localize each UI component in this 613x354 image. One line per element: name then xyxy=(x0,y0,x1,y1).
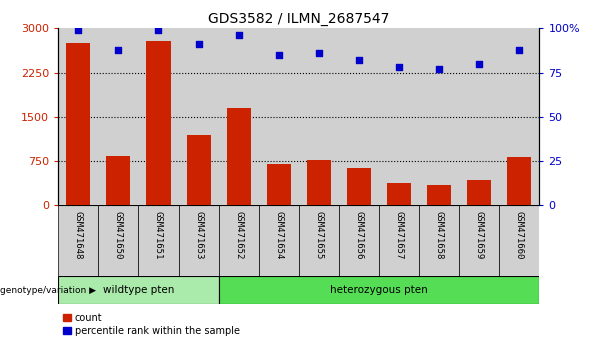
Bar xyxy=(339,28,379,205)
Bar xyxy=(500,28,539,205)
Bar xyxy=(178,205,219,276)
Bar xyxy=(186,135,211,205)
Bar xyxy=(379,205,419,276)
Text: GSM471657: GSM471657 xyxy=(395,211,403,259)
Bar xyxy=(219,276,539,304)
Bar xyxy=(347,167,371,205)
Bar xyxy=(339,205,379,276)
Bar xyxy=(299,205,339,276)
Point xyxy=(474,61,484,67)
Text: GSM471658: GSM471658 xyxy=(435,211,444,259)
Bar xyxy=(259,205,299,276)
Bar xyxy=(459,205,500,276)
Point xyxy=(234,33,243,38)
Bar xyxy=(66,43,90,205)
Title: GDS3582 / ILMN_2687547: GDS3582 / ILMN_2687547 xyxy=(208,12,389,26)
Text: GSM471655: GSM471655 xyxy=(314,211,324,259)
Bar xyxy=(427,185,451,205)
Bar xyxy=(500,205,539,276)
Text: GSM471648: GSM471648 xyxy=(74,211,83,259)
Bar xyxy=(387,183,411,205)
Text: GSM471654: GSM471654 xyxy=(274,211,283,259)
Bar xyxy=(267,164,291,205)
Point xyxy=(514,47,524,52)
Text: GSM471652: GSM471652 xyxy=(234,211,243,259)
Point xyxy=(113,47,123,52)
Bar xyxy=(147,41,170,205)
Bar xyxy=(139,28,178,205)
Bar xyxy=(58,276,219,304)
Text: GSM471651: GSM471651 xyxy=(154,211,163,259)
Point xyxy=(434,66,444,72)
Point xyxy=(394,64,404,70)
Point xyxy=(74,27,83,33)
Point xyxy=(194,41,204,47)
Legend: count, percentile rank within the sample: count, percentile rank within the sample xyxy=(63,313,240,336)
Bar xyxy=(419,28,459,205)
Bar xyxy=(299,28,339,205)
Text: wildtype pten: wildtype pten xyxy=(103,285,174,295)
Bar xyxy=(227,108,251,205)
Bar xyxy=(98,205,139,276)
Bar xyxy=(107,156,131,205)
Point xyxy=(354,57,364,63)
Bar xyxy=(467,180,492,205)
Text: genotype/variation ▶: genotype/variation ▶ xyxy=(0,286,96,295)
Text: GSM471650: GSM471650 xyxy=(114,211,123,259)
Bar xyxy=(508,157,531,205)
Bar xyxy=(307,160,331,205)
Text: GSM471659: GSM471659 xyxy=(475,211,484,259)
Bar xyxy=(58,205,98,276)
Point xyxy=(154,27,164,33)
Bar xyxy=(139,205,178,276)
Bar xyxy=(259,28,299,205)
Bar xyxy=(219,205,259,276)
Text: GSM471653: GSM471653 xyxy=(194,211,203,259)
Bar xyxy=(379,28,419,205)
Bar xyxy=(419,205,459,276)
Bar xyxy=(58,28,98,205)
Bar xyxy=(459,28,500,205)
Text: heterozygous pten: heterozygous pten xyxy=(330,285,428,295)
Text: GSM471660: GSM471660 xyxy=(515,211,524,259)
Text: GSM471656: GSM471656 xyxy=(354,211,364,259)
Bar xyxy=(178,28,219,205)
Point xyxy=(314,50,324,56)
Bar xyxy=(219,28,259,205)
Bar xyxy=(98,28,139,205)
Point xyxy=(274,52,284,58)
